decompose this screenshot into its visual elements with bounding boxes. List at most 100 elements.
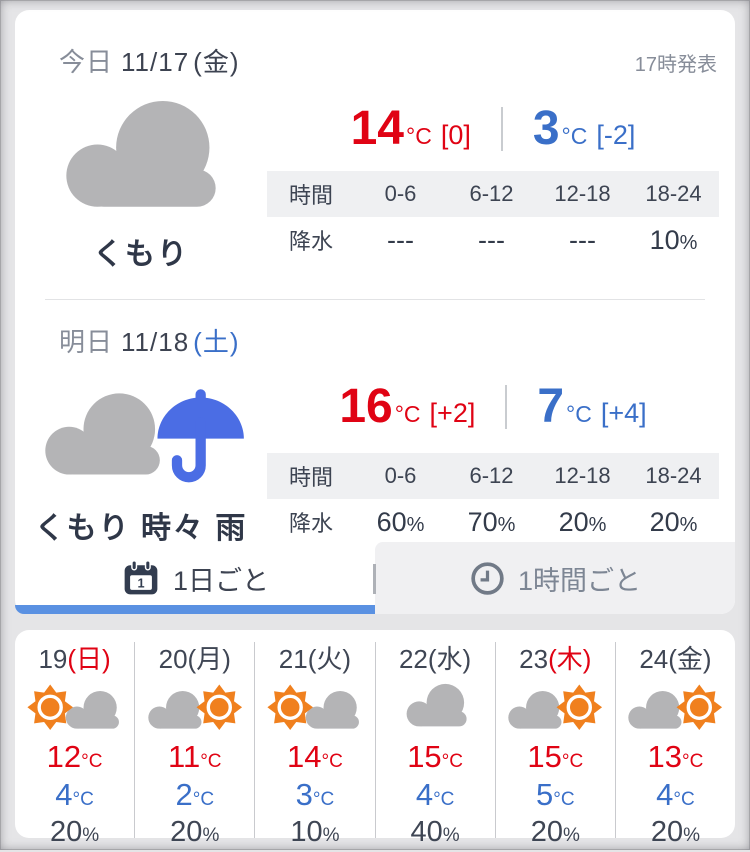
clock-icon [471, 561, 504, 595]
temp-divider [500, 107, 503, 151]
tomorrow-temps: 16 °C [+2] 7 °C [+4] [267, 379, 719, 435]
today-temps: 14 °C [0] 3 °C [-2] [267, 101, 719, 157]
tomorrow-header: 明日 11/18 (土) [15, 322, 735, 359]
tab-daily-label: 1日ごと [172, 565, 270, 596]
today-condition: くもり [93, 238, 189, 271]
tomorrow-high-temp: 16 °C [+2] [339, 383, 475, 431]
weekly-date: 19(日) [38, 644, 111, 674]
col-time-label: 時間 [288, 183, 333, 208]
weekly-low: 5°C [535, 777, 575, 812]
weekly-high: 15°C [527, 739, 584, 774]
high-value: 16 [339, 380, 393, 433]
col-18-24: 18-24 [645, 463, 702, 488]
calendar-icon: 1 [124, 560, 158, 595]
weekly-day-23: 23(木) 15°C 5°C 20% [494, 642, 615, 848]
high-unit: °C [394, 401, 421, 427]
col-18-24: 18-24 [645, 181, 702, 206]
today-title: 今日 11/17 (金) [59, 42, 239, 79]
precip-label: 降水 [288, 229, 333, 254]
precip-cell: 20% [558, 506, 607, 537]
weekly-low: 3°C [295, 777, 335, 812]
weekly-pop: 10% [290, 816, 340, 848]
today-hourly-table: 時間 0-6 6-12 12-18 18-24 降水 --- --- --- 1… [267, 171, 719, 263]
weekly-date: 22(水) [398, 644, 472, 674]
weekly-day-22: 22(水) 15°C 4°C 40% [374, 642, 495, 848]
col-0-6: 0-6 [384, 463, 417, 488]
weekly-high: 13°C [647, 739, 704, 774]
weekly-date: 23(木) [519, 644, 592, 674]
precip-cell: 10% [649, 224, 698, 255]
tomorrow-title: 明日 11/18 (土) [59, 322, 239, 359]
weekly-pop: 20% [170, 816, 220, 848]
cloud-sun-icon [148, 682, 244, 732]
tomorrow-hourly-table: 時間 0-6 6-12 12-18 18-24 降水 60% 70% 20% 2… [267, 453, 719, 545]
col-6-12: 6-12 [469, 463, 514, 488]
col-0-6: 0-6 [384, 181, 417, 206]
weekly-pop: 20% [650, 816, 701, 848]
published-time: 17時発表 [634, 54, 717, 76]
weekly-pop: 40% [410, 816, 460, 848]
low-value: 3 [532, 102, 560, 155]
col-time-label: 時間 [288, 465, 333, 490]
hourly-precip-row: 降水 --- --- --- 10% [267, 217, 719, 263]
col-12-18: 12-18 [554, 181, 611, 206]
tomorrow-prefix: 明日 [59, 327, 114, 357]
weekly-pop: 20% [530, 816, 580, 848]
precip-cell: --- [478, 224, 505, 255]
low-value: 7 [537, 380, 565, 433]
tab-hourly-label: 1時間ごと [517, 565, 642, 596]
hourly-precip-row: 降水 60% 70% 20% 20% [267, 499, 719, 545]
forecast-card: 今日 11/17 (金) 17時発表 くもり 14 °C [0] [15, 10, 735, 614]
tomorrow-weekday: (土) [193, 327, 240, 357]
weekly-high: 12°C [46, 739, 103, 774]
tomorrow-low-temp: 7 °C [+4] [537, 383, 646, 431]
sun-cloud-icon [25, 682, 119, 732]
high-diff: [0] [440, 120, 471, 150]
sun-cloud-icon [265, 682, 359, 732]
precip-cell: 20% [649, 506, 698, 537]
tab-daily[interactable]: 1 1日ごと [15, 542, 375, 614]
low-unit: °C [561, 123, 588, 149]
tomorrow-condition: くもり 時々 雨 [34, 512, 248, 545]
cloud-umbrella-icon [45, 379, 244, 487]
view-tabs: 1 1日ごと 1時間ごと [15, 542, 735, 614]
cloud-sun-icon [628, 682, 725, 732]
today-high-temp: 14 °C [0] [351, 105, 471, 153]
hourly-header-row: 時間 0-6 6-12 12-18 18-24 [267, 453, 719, 499]
active-tab-indicator [15, 605, 375, 614]
weekly-date: 24(金) [639, 644, 712, 674]
weekly-low: 4°C [656, 777, 695, 812]
weekly-day-19: 19(日) 12°C 4°C 20% [15, 642, 134, 848]
weekly-pop: 20% [50, 816, 100, 848]
section-divider [45, 299, 705, 300]
tab-hourly[interactable]: 1時間ごと [375, 542, 735, 614]
weekly-high: 14°C [287, 739, 343, 774]
today-weekday: (金) [193, 47, 240, 77]
weekly-day-24: 24(金) 13°C 4°C 20% [614, 642, 735, 848]
temp-divider [505, 385, 508, 429]
tab-separator [373, 564, 376, 594]
col-12-18: 12-18 [554, 463, 611, 488]
weekly-high: 15°C [407, 739, 463, 774]
weekly-day-20: 20(月) 11°C 2°C 20% [134, 642, 254, 848]
high-value: 14 [350, 102, 404, 155]
weekly-low: 4°C [415, 777, 455, 812]
precip-cell: 60% [376, 506, 425, 537]
weekly-low: 2°C [175, 777, 215, 812]
today-date: 11/17 [121, 47, 190, 77]
svg-text:1: 1 [137, 576, 144, 591]
low-unit: °C [566, 401, 592, 427]
weekly-date: 21(火) [278, 644, 352, 674]
cloud-sun-icon [508, 682, 605, 732]
weekly-high: 11°C [168, 739, 222, 774]
precip-cell: --- [387, 224, 414, 255]
precip-cell: 70% [467, 506, 516, 537]
cloud-icon [66, 101, 216, 207]
hourly-header-row: 時間 0-6 6-12 12-18 18-24 [267, 171, 719, 217]
weekly-date: 20(月) [158, 644, 231, 674]
precip-label: 降水 [288, 511, 333, 536]
today-low-temp: 3 °C [-2] [533, 105, 636, 153]
weekly-day-21: 21(火) 14°C 3°C 10% [254, 642, 374, 848]
high-unit: °C [406, 123, 432, 149]
high-diff: [+2] [429, 398, 476, 428]
